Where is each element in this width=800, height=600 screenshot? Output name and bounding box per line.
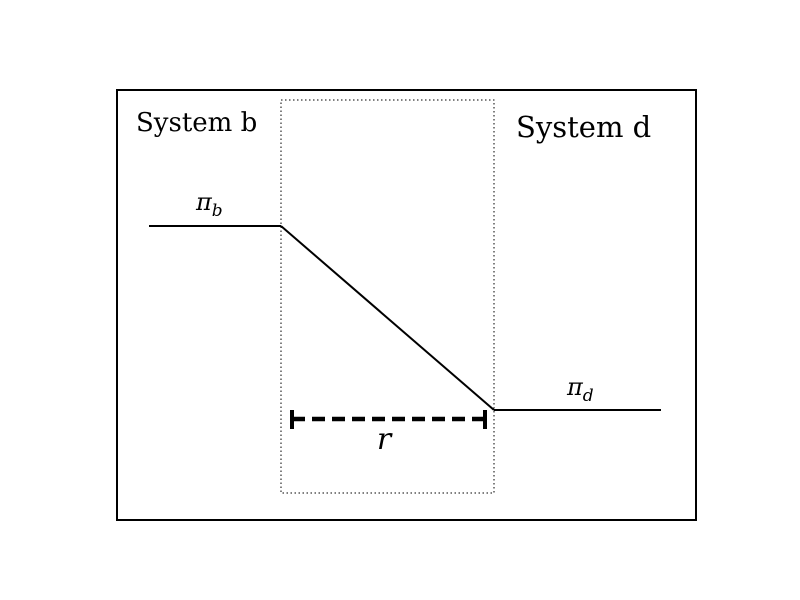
left-level-label: πb bbox=[195, 188, 223, 221]
right-level-subscript: d bbox=[583, 386, 594, 406]
system-b-label: System b bbox=[136, 108, 257, 138]
distance-label: r bbox=[377, 422, 393, 457]
distance-marker bbox=[290, 410, 487, 429]
right-level-label: πd bbox=[566, 373, 594, 406]
left-level-subscript: b bbox=[212, 201, 223, 221]
right-level-symbol: π bbox=[566, 373, 584, 401]
interface-region bbox=[280, 99, 495, 494]
left-level-symbol: π bbox=[195, 188, 213, 216]
system-d-label: System d bbox=[516, 110, 651, 144]
transition-slope-line bbox=[280, 225, 495, 411]
outer-frame bbox=[116, 89, 697, 521]
